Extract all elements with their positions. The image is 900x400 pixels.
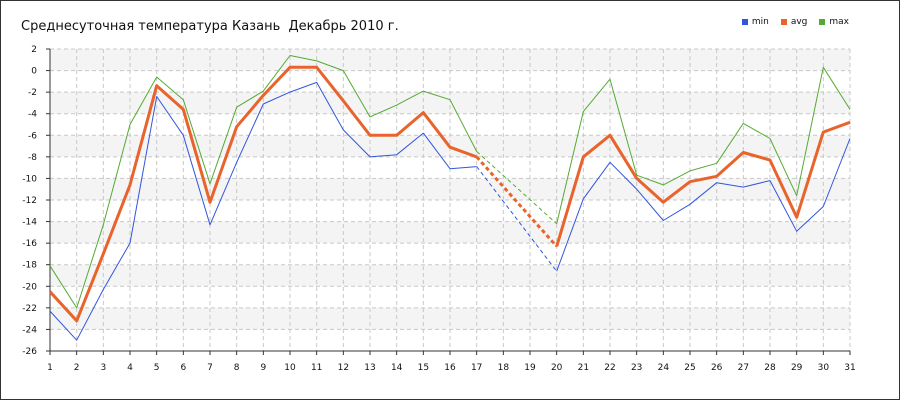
x-tick-label: 12 (338, 363, 349, 373)
legend-item-max: max (819, 17, 849, 27)
series-avg-line (555, 120, 851, 247)
y-tick-label: -16 (22, 239, 37, 249)
series-avg-line (48, 65, 478, 323)
plot-band (50, 92, 850, 114)
x-tick-label: 28 (764, 363, 776, 373)
x-tick-label: 13 (364, 363, 375, 373)
series-min-line (49, 81, 477, 341)
y-tick-label: -20 (22, 282, 37, 292)
series-min-line (556, 138, 851, 272)
x-tick-label: 4 (127, 363, 133, 373)
legend-label-min: min (751, 17, 769, 27)
x-tick-label: 24 (658, 363, 670, 373)
chart-title: Среднесуточная температура Казань Декабр… (21, 19, 399, 34)
y-tick-label: -12 (22, 196, 37, 206)
x-tick-label: 30 (818, 363, 830, 373)
x-tick-label: 31 (844, 363, 855, 373)
x-tick-label: 5 (154, 363, 160, 373)
series-max-gap (476, 151, 558, 225)
y-tick-label: -18 (22, 261, 37, 271)
x-tick-label: 10 (284, 363, 296, 373)
series-max-line (49, 55, 478, 309)
x-tick-label: 26 (711, 363, 723, 373)
x-tick-label: 23 (631, 363, 642, 373)
y-tick-label: -2 (28, 88, 37, 98)
series-max-line (556, 66, 851, 224)
legend-label-avg: avg (790, 17, 808, 27)
x-tick-label: 19 (524, 363, 536, 373)
x-tick-label: 9 (260, 363, 266, 373)
x-tick-label: 1 (47, 363, 53, 373)
y-tick-label: -8 (28, 153, 37, 163)
chart-legend: min avg max (741, 17, 849, 27)
x-tick-label: 29 (791, 363, 803, 373)
y-tick-label: 0 (31, 67, 37, 77)
legend-item-avg: avg (780, 17, 808, 27)
x-tick-label: 27 (738, 363, 749, 373)
x-tick-label: 15 (418, 363, 429, 373)
y-tick-label: -14 (22, 218, 37, 228)
x-tick-label: 25 (684, 363, 695, 373)
legend-item-min: min (741, 17, 769, 27)
x-tick-label: 3 (100, 363, 106, 373)
legend-swatch-max (819, 19, 826, 25)
series-min-gap (476, 166, 558, 272)
y-tick-label: -26 (22, 347, 37, 357)
x-tick-label: 18 (498, 363, 510, 373)
legend-swatch-avg (780, 19, 787, 25)
y-tick-label: -10 (22, 174, 37, 184)
x-tick-label: 6 (180, 363, 186, 373)
y-tick-label: -4 (28, 110, 37, 120)
legend-swatch-min (741, 19, 748, 25)
x-tick-label: 21 (578, 363, 589, 373)
x-tick-label: 7 (207, 363, 213, 373)
x-tick-label: 17 (471, 363, 482, 373)
x-tick-label: 8 (234, 363, 240, 373)
y-tick-label: -6 (28, 131, 37, 141)
x-tick-label: 11 (311, 363, 322, 373)
series-avg-gap (475, 155, 558, 248)
y-tick-label: 2 (31, 45, 37, 55)
x-tick-label: 16 (444, 363, 456, 373)
x-tick-label: 22 (604, 363, 615, 373)
y-tick-label: -24 (22, 325, 37, 335)
y-tick-label: -22 (22, 304, 37, 314)
x-tick-label: 20 (551, 363, 563, 373)
x-tick-label: 2 (74, 363, 80, 373)
x-tick-label: 14 (391, 363, 403, 373)
legend-label-max: max (829, 17, 849, 27)
